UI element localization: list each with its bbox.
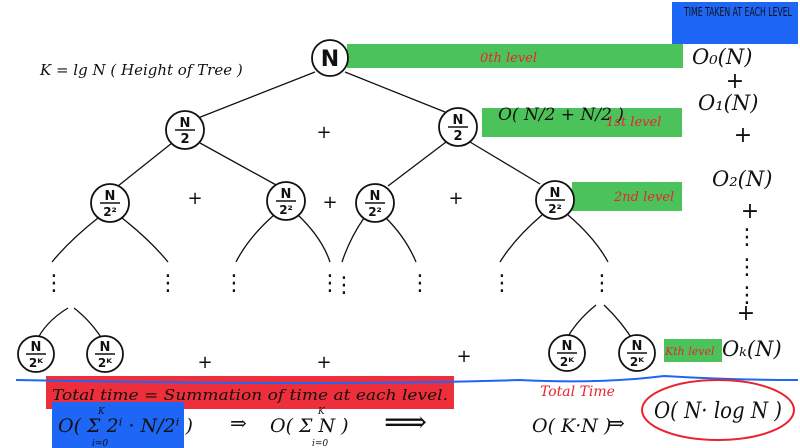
side-vdots: ⋮: [736, 255, 758, 280]
node-den: 2²: [279, 203, 293, 217]
k-times-n: O( K·N ): [532, 415, 611, 437]
tree-vdots: ⋮: [409, 271, 431, 296]
header-highlight: [672, 2, 798, 44]
sum-formula: O( Σ 2ⁱ · N/2ⁱ ): [58, 415, 193, 437]
node-den: 2ᴷ: [29, 356, 44, 370]
side-vdots: ⋮: [736, 225, 758, 250]
sum-upper-limit: K: [97, 407, 106, 417]
level1-label: 1st level: [606, 115, 661, 130]
root-node: [311, 39, 349, 77]
plus-sign: +: [448, 188, 463, 209]
node-num: N: [281, 187, 292, 202]
final-result: O( N· log N ): [654, 399, 782, 424]
node-num: N: [453, 113, 464, 128]
node-num: N: [100, 340, 111, 355]
total-time-statement: Total time = Summation of time at each l…: [52, 386, 448, 404]
plus-sign: +: [456, 346, 471, 367]
node-den: 2: [180, 132, 189, 147]
plus-sign: +: [197, 352, 212, 373]
time-term-levelk: Oₖ(N): [722, 337, 782, 361]
time-term-level2: O₂(N): [712, 167, 772, 191]
level2-label: 2nd level: [613, 190, 674, 205]
node-num: N: [180, 116, 191, 131]
plus-sign: +: [737, 301, 755, 326]
node-den: 2ᴷ: [560, 355, 575, 369]
header-note: TIME TAKEN AT EACH LEVEL: [683, 5, 792, 19]
tree-edges: [35, 71, 635, 343]
long-implies-arrow: ⟹: [384, 405, 427, 440]
node-num: N: [370, 189, 381, 204]
levelk-label: Kth level: [664, 345, 715, 358]
level2-highlight: [572, 182, 682, 211]
sum-lower-limit: i=0: [312, 439, 328, 448]
side-vdots: ⋮: [736, 283, 758, 308]
tree-vdots: ⋮: [591, 271, 613, 296]
tree-vdots: ⋮: [333, 273, 355, 298]
level1-expression: O( N/2 + N/2 ): [498, 105, 624, 125]
level1-highlight: [482, 108, 682, 137]
level0-highlight: [347, 44, 683, 68]
time-term-level1: O₁(N): [698, 91, 758, 115]
node-den: 2ᴷ: [630, 355, 645, 369]
plus-sign: +: [316, 352, 331, 373]
height-note: K = lg N ( Height of Tree ): [39, 61, 243, 79]
plus-sign: +: [726, 69, 744, 94]
tree-vdots: ⋮: [43, 271, 65, 296]
tree-vdots: ⋮: [157, 271, 179, 296]
node-num: N: [562, 339, 573, 354]
node-num: N: [105, 189, 116, 204]
node-num: N: [31, 340, 42, 355]
node-num: N: [632, 339, 643, 354]
time-term-level0: O₀(N): [692, 45, 752, 69]
plus-sign: +: [322, 192, 337, 213]
total-time-label: Total Time: [540, 384, 615, 400]
level0-label: 0th level: [480, 51, 537, 66]
tree-vdots: ⋮: [319, 271, 341, 296]
node-den: 2²: [548, 202, 562, 216]
plus-sign: +: [734, 123, 752, 148]
plus-sign: +: [741, 199, 759, 224]
node-num: N: [550, 186, 561, 201]
node-den: 2ᴷ: [98, 356, 113, 370]
node-den: 2: [453, 129, 462, 144]
tree-vdots: ⋮: [223, 271, 245, 296]
result-circle: [641, 379, 795, 441]
plus-sign: +: [316, 122, 331, 143]
sum-lower-limit: i=0: [92, 439, 108, 448]
blue-underline: [15, 374, 799, 384]
tree-vdots: ⋮: [491, 271, 513, 296]
sum-simplified: O( Σ N ): [270, 415, 349, 437]
levelk-highlight: [664, 339, 722, 362]
node-den: 2²: [103, 205, 117, 219]
implies-arrow: ⇒: [230, 411, 247, 435]
sum-upper-limit: K: [317, 407, 326, 417]
plus-sign: +: [187, 188, 202, 209]
implies-arrow: ⇒: [608, 411, 625, 435]
root-label: N: [321, 47, 339, 72]
formula-blue-highlight: [52, 402, 184, 448]
node-den: 2²: [368, 205, 382, 219]
